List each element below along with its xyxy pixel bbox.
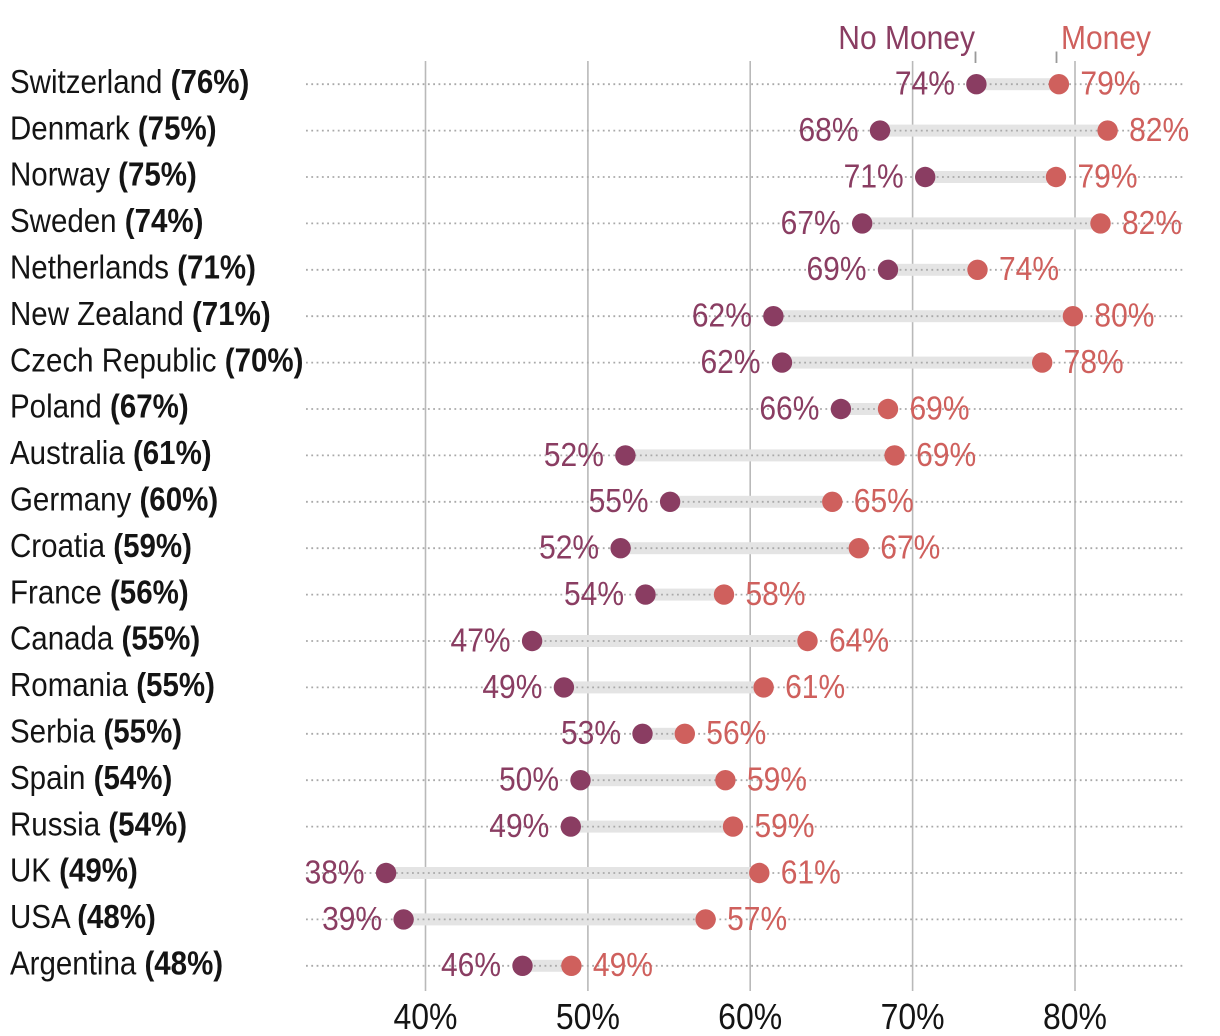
svg-text:Russia (54%): Russia (54%) bbox=[10, 806, 187, 843]
svg-text:78%: 78% bbox=[1064, 342, 1124, 380]
svg-text:Money: Money bbox=[1061, 18, 1151, 56]
svg-text:59%: 59% bbox=[747, 760, 807, 798]
svg-text:46%: 46% bbox=[441, 946, 501, 984]
svg-text:Argentina (48%): Argentina (48%) bbox=[10, 945, 223, 982]
svg-text:70%: 70% bbox=[881, 997, 945, 1036]
svg-text:Romania (55%): Romania (55%) bbox=[10, 667, 215, 704]
svg-text:79%: 79% bbox=[1080, 64, 1140, 102]
svg-text:47%: 47% bbox=[451, 621, 511, 659]
svg-text:59%: 59% bbox=[755, 806, 815, 844]
svg-text:68%: 68% bbox=[798, 110, 858, 148]
svg-text:69%: 69% bbox=[806, 250, 866, 288]
svg-text:New Zealand (71%): New Zealand (71%) bbox=[10, 295, 271, 332]
svg-text:Norway (75%): Norway (75%) bbox=[10, 156, 197, 193]
svg-text:Australia (61%): Australia (61%) bbox=[10, 435, 212, 472]
svg-text:71%: 71% bbox=[844, 157, 904, 195]
svg-text:53%: 53% bbox=[561, 714, 621, 752]
svg-text:61%: 61% bbox=[785, 667, 845, 705]
svg-text:65%: 65% bbox=[854, 482, 914, 520]
svg-text:Canada (55%): Canada (55%) bbox=[10, 620, 200, 657]
svg-text:No Money: No Money bbox=[838, 18, 975, 56]
svg-text:49%: 49% bbox=[593, 946, 653, 984]
svg-text:62%: 62% bbox=[692, 296, 752, 334]
svg-text:56%: 56% bbox=[706, 714, 766, 752]
svg-text:Croatia (59%): Croatia (59%) bbox=[10, 527, 192, 564]
svg-text:69%: 69% bbox=[910, 389, 970, 427]
svg-text:57%: 57% bbox=[727, 899, 787, 937]
svg-text:55%: 55% bbox=[589, 482, 649, 520]
svg-text:49%: 49% bbox=[489, 806, 549, 844]
svg-text:39%: 39% bbox=[322, 899, 382, 937]
svg-text:60%: 60% bbox=[718, 997, 782, 1036]
svg-text:67%: 67% bbox=[880, 528, 940, 566]
svg-text:74%: 74% bbox=[999, 250, 1059, 288]
svg-text:50%: 50% bbox=[556, 997, 620, 1036]
svg-text:66%: 66% bbox=[759, 389, 819, 427]
svg-text:Spain (54%): Spain (54%) bbox=[10, 759, 172, 796]
svg-text:40%: 40% bbox=[393, 997, 457, 1036]
svg-text:74%: 74% bbox=[895, 64, 955, 102]
svg-text:67%: 67% bbox=[781, 203, 841, 241]
svg-text:Poland (67%): Poland (67%) bbox=[10, 388, 189, 425]
svg-text:49%: 49% bbox=[482, 667, 542, 705]
svg-text:Serbia (55%): Serbia (55%) bbox=[10, 713, 182, 750]
svg-text:82%: 82% bbox=[1129, 110, 1189, 148]
svg-text:50%: 50% bbox=[499, 760, 559, 798]
svg-text:France (56%): France (56%) bbox=[10, 574, 189, 611]
svg-text:61%: 61% bbox=[781, 853, 841, 891]
svg-text:69%: 69% bbox=[916, 435, 976, 473]
svg-text:Germany (60%): Germany (60%) bbox=[10, 481, 218, 518]
svg-text:80%: 80% bbox=[1094, 296, 1154, 334]
svg-text:52%: 52% bbox=[539, 528, 599, 566]
svg-text:38%: 38% bbox=[305, 853, 365, 891]
svg-text:54%: 54% bbox=[564, 574, 624, 612]
svg-text:USA (48%): USA (48%) bbox=[10, 899, 156, 936]
svg-text:52%: 52% bbox=[544, 435, 604, 473]
svg-text:82%: 82% bbox=[1122, 203, 1182, 241]
svg-text:58%: 58% bbox=[746, 574, 806, 612]
svg-text:Switzerland (76%): Switzerland (76%) bbox=[10, 63, 249, 100]
svg-text:62%: 62% bbox=[700, 342, 760, 380]
svg-text:80%: 80% bbox=[1043, 997, 1107, 1036]
svg-text:Sweden (74%): Sweden (74%) bbox=[10, 203, 203, 240]
svg-text:64%: 64% bbox=[829, 621, 889, 659]
svg-text:Czech Republic (70%): Czech Republic (70%) bbox=[10, 342, 303, 379]
svg-text:Denmark (75%): Denmark (75%) bbox=[10, 110, 217, 147]
svg-text:UK (49%): UK (49%) bbox=[10, 852, 138, 889]
svg-text:79%: 79% bbox=[1078, 157, 1138, 195]
svg-text:Netherlands (71%): Netherlands (71%) bbox=[10, 249, 256, 286]
